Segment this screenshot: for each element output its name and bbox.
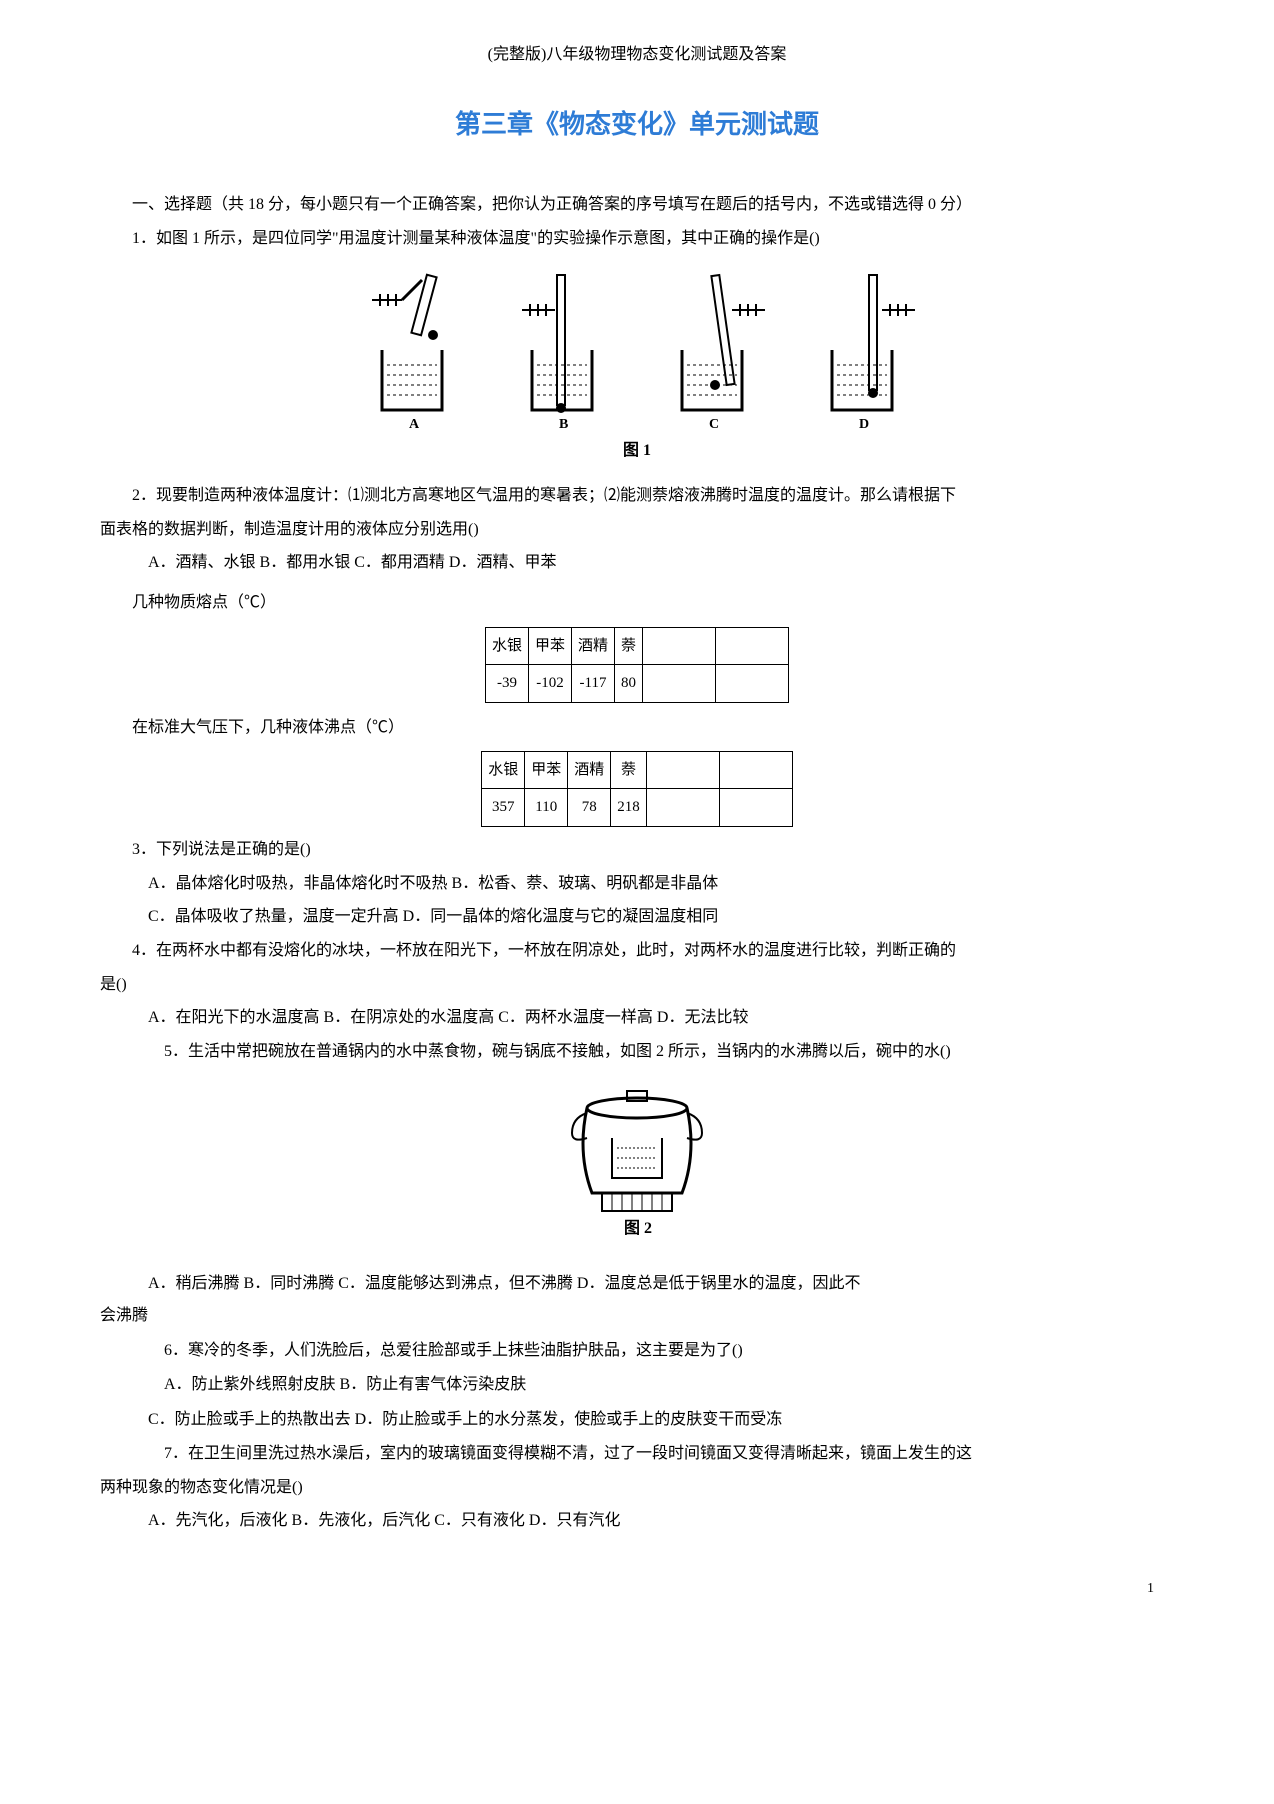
melting-point-table: 水银甲苯酒精萘 -39-102-11780 — [485, 627, 789, 703]
q2-text-2: 面表格的数据判断，制造温度计用的液体应分别选用() — [100, 515, 1174, 545]
q7-text-1: 7．在卫生间里洗过热水澡后，室内的玻璃镜面变得模糊不清，过了一段时间镜面又变得清… — [100, 1439, 1174, 1469]
page-number: 1 — [100, 1576, 1174, 1603]
svg-text:图 2: 图 2 — [624, 1219, 652, 1237]
q5-opt-1: A．稍后沸腾 B．同时沸腾 C．温度能够达到沸点，但不沸腾 D．温度总是低于锅里… — [100, 1269, 1174, 1299]
figure-1-caption: 图 1 — [357, 436, 917, 466]
table1-label: 几种物质熔点（℃） — [100, 588, 1174, 618]
svg-text:A: A — [409, 417, 420, 430]
q4-opts: A．在阳光下的水温度高 B．在阴凉处的水温度高 C．两杯水温度一样高 D．无法比… — [100, 1003, 1174, 1033]
beaker-b-icon: B — [507, 270, 617, 430]
q6-opt-ab: A．防止紫外线照射皮肤 B．防止有害气体污染皮肤 — [100, 1370, 1174, 1400]
q5-opt-2: 会沸腾 — [100, 1301, 1174, 1331]
pot-icon: 图 2 — [562, 1083, 712, 1243]
section-instruction: 一、选择题（共 18 分，每小题只有一个正确答案，把你认为正确答案的序号填写在题… — [100, 190, 1174, 220]
q4-text-1: 4．在两杯水中都有没熔化的冰块，一杯放在阳光下，一杯放在阴凉处，此时，对两杯水的… — [100, 936, 1174, 966]
figure-2: 图 2 — [100, 1083, 1174, 1254]
svg-text:D: D — [859, 417, 869, 430]
chapter-title: 第三章《物态变化》单元测试题 — [100, 100, 1174, 149]
q1-text: 1．如图 1 所示，是四位同学"用温度计测量某种液体温度"的实验操作示意图，其中… — [100, 224, 1174, 254]
table2-label: 在标准大气压下，几种液体沸点（℃） — [100, 713, 1174, 743]
beaker-d-icon: D — [807, 270, 917, 430]
q5-text: 5．生活中常把碗放在普通锅内的水中蒸食物，碗与锅底不接触，如图 2 所示，当锅内… — [100, 1037, 1174, 1067]
q7-text-2: 两种现象的物态变化情况是() — [100, 1473, 1174, 1503]
svg-text:C: C — [709, 417, 719, 430]
page-header: (完整版)八年级物理物态变化测试题及答案 — [100, 40, 1174, 70]
q3-opt-ab: A．晶体熔化时吸热，非晶体熔化时不吸热 B．松香、萘、玻璃、明矾都是非晶体 — [100, 869, 1174, 899]
q2-options: A．酒精、水银 B．都用水银 C．都用酒精 D．酒精、甲苯 — [100, 548, 1174, 578]
q2-text-1: 2．现要制造两种液体温度计：⑴测北方高寒地区气温用的寒暑表；⑵能测萘熔液沸腾时温… — [100, 481, 1174, 511]
q3-opt-cd: C．晶体吸收了热量，温度一定升高 D．同一晶体的熔化温度与它的凝固温度相同 — [100, 902, 1174, 932]
q4-text-2: 是() — [100, 970, 1174, 1000]
q6-text: 6．寒冷的冬季，人们洗脸后，总爱往脸部或手上抹些油脂护肤品，这主要是为了() — [100, 1336, 1174, 1366]
figure-1: A B — [100, 270, 1174, 466]
q7-opts: A．先汽化，后液化 B．先液化，后汽化 C．只有液化 D．只有汽化 — [100, 1506, 1174, 1536]
svg-text:B: B — [559, 417, 568, 430]
q3-text: 3．下列说法是正确的是() — [100, 835, 1174, 865]
boiling-point-table: 水银甲苯酒精萘 35711078218 — [481, 751, 793, 827]
beaker-a-icon: A — [357, 270, 467, 430]
beaker-c-icon: C — [657, 270, 767, 430]
q6-opt-cd: C．防止脸或手上的热散出去 D．防止脸或手上的水分蒸发，使脸或手上的皮肤变干而受… — [100, 1405, 1174, 1435]
